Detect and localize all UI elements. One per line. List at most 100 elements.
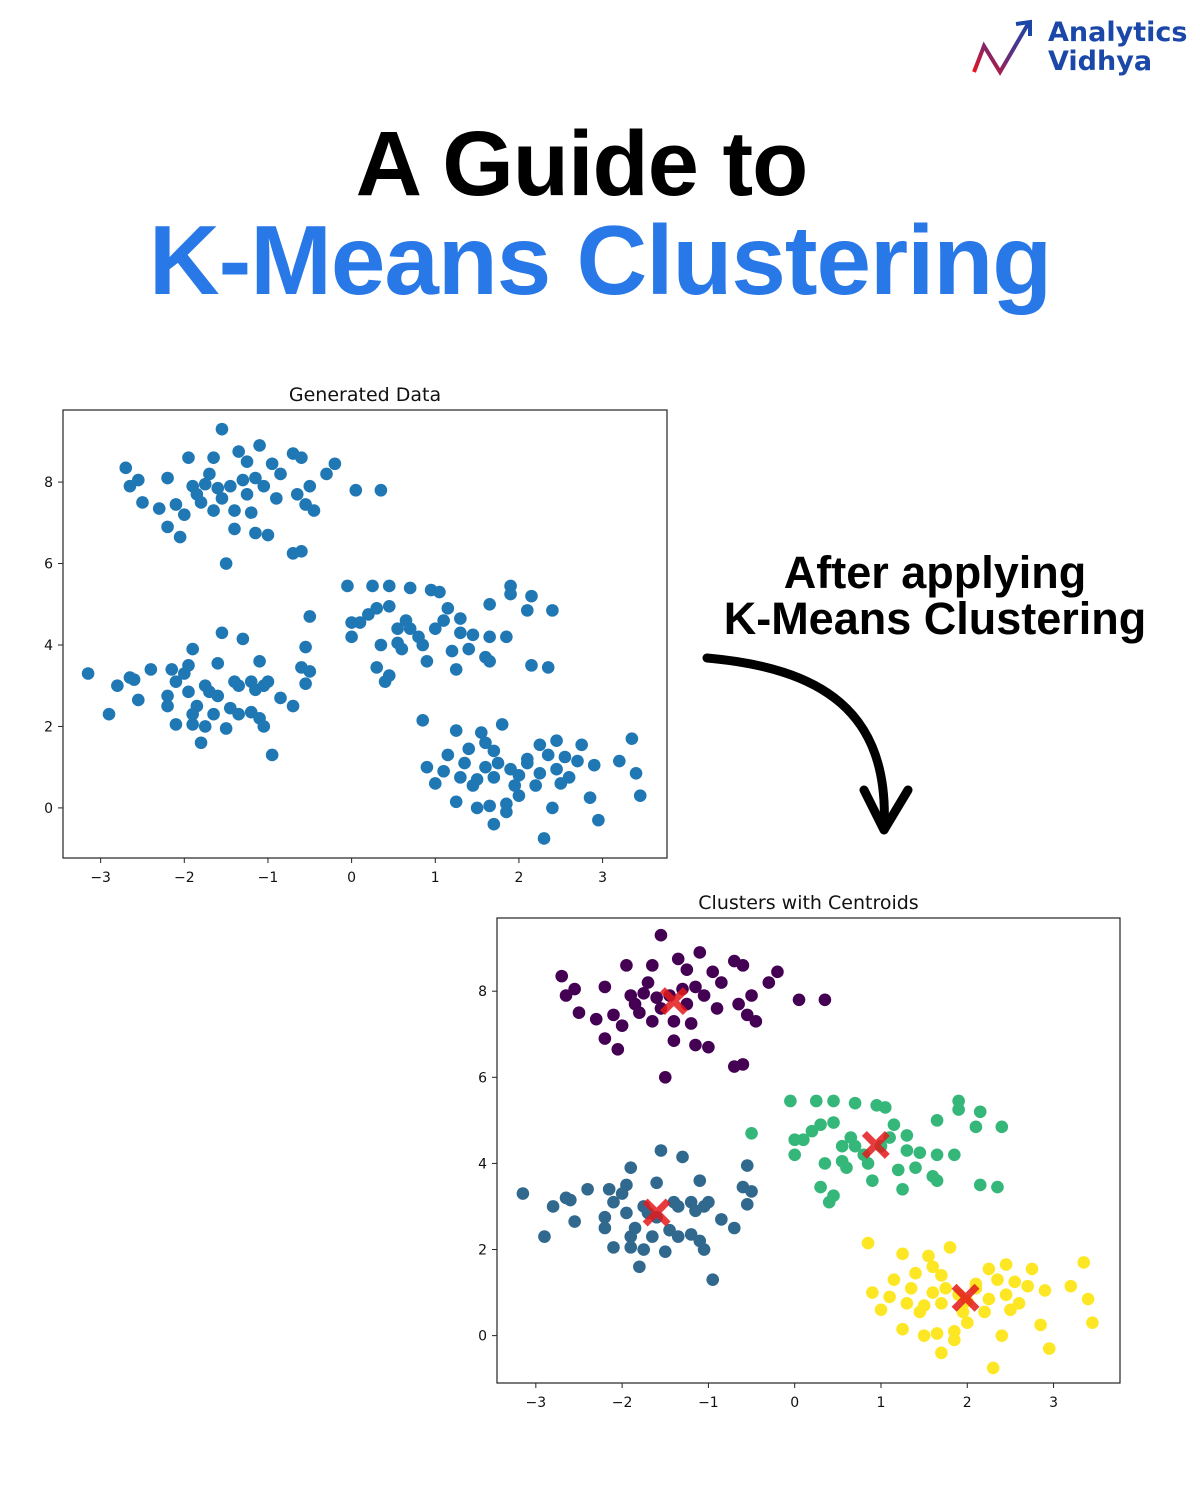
y-tick-label: 8 (478, 984, 487, 1000)
data-point (483, 597, 496, 611)
data-point (568, 1215, 581, 1228)
data-point (165, 663, 179, 676)
data-point (169, 498, 183, 511)
data-point (236, 632, 250, 646)
data-point (861, 1157, 875, 1170)
data-point (676, 1150, 689, 1164)
data-point (788, 1133, 801, 1147)
data-point (624, 1230, 638, 1243)
data-point (658, 1071, 672, 1084)
data-point (909, 1161, 922, 1175)
data-point (736, 1058, 750, 1071)
y-tick-label: 4 (44, 638, 53, 654)
data-point (909, 1266, 922, 1280)
data-point (930, 1114, 944, 1127)
data-point (814, 1180, 827, 1194)
data-point (232, 445, 245, 458)
data-point (995, 1329, 1009, 1342)
data-point (982, 1262, 996, 1276)
data-point (152, 502, 166, 515)
x-tick-label: 3 (1049, 1395, 1058, 1411)
x-tick-label: −2 (174, 870, 195, 886)
data-point (169, 718, 183, 731)
data-point (504, 587, 517, 601)
data-point (715, 1213, 728, 1226)
data-point (470, 801, 484, 815)
data-point (1004, 1303, 1017, 1317)
data-point (428, 777, 442, 790)
data-point (900, 1144, 914, 1157)
data-point (663, 1223, 676, 1237)
data-point (896, 1247, 909, 1261)
data-point (198, 720, 212, 733)
data-point (689, 1038, 702, 1052)
data-point (119, 461, 133, 475)
data-point (433, 585, 446, 599)
data-point (123, 671, 137, 684)
data-point (274, 467, 287, 481)
data-point (667, 1195, 681, 1209)
data-point (111, 679, 124, 693)
data-point (161, 689, 174, 703)
data-point (1081, 1292, 1095, 1306)
data-point (219, 722, 233, 735)
data-point (81, 667, 95, 680)
data-point (215, 422, 229, 436)
data-point (896, 1322, 909, 1336)
data-point (633, 789, 647, 802)
data-point (646, 959, 659, 972)
data-point (194, 736, 208, 750)
data-point (382, 579, 396, 593)
centroid-marker (642, 1198, 671, 1227)
data-point (420, 654, 434, 668)
data-point (956, 1305, 970, 1319)
data-point (1012, 1297, 1026, 1310)
data-point (320, 467, 333, 481)
data-point (615, 1019, 629, 1032)
data-point (483, 654, 496, 668)
x-tick-label: 3 (598, 870, 607, 886)
data-point (646, 1230, 659, 1243)
data-point (749, 1015, 763, 1028)
data-point (1042, 1342, 1056, 1355)
data-point (345, 630, 358, 644)
x-tick-label: 0 (790, 1395, 799, 1411)
trend-arrow-icon (972, 19, 1032, 76)
data-point (866, 1174, 879, 1187)
data-point (454, 771, 467, 784)
data-point (952, 1094, 965, 1108)
data-point (745, 989, 758, 1002)
data-point (572, 1006, 586, 1020)
data-point (624, 1241, 638, 1254)
data-point (771, 965, 784, 979)
data-point (395, 642, 409, 656)
data-point (257, 479, 271, 493)
y-tick-label: 2 (44, 719, 53, 735)
data-point (702, 1040, 715, 1054)
data-point (487, 744, 501, 758)
data-point (416, 638, 430, 652)
data-point (261, 675, 275, 688)
data-point (249, 471, 262, 485)
data-point (520, 604, 534, 617)
data-point (822, 1195, 836, 1209)
data-point (598, 980, 612, 994)
data-point (650, 1176, 663, 1190)
data-point (883, 1290, 896, 1304)
data-point (607, 1008, 620, 1022)
data-point (131, 473, 145, 487)
data-point (500, 805, 513, 819)
data-point (848, 1096, 862, 1110)
data-point (818, 993, 832, 1007)
data-point (274, 691, 287, 705)
data-point (667, 1015, 681, 1028)
data-point (948, 1333, 961, 1347)
data-point (449, 724, 463, 737)
data-point (207, 707, 220, 721)
data-point (449, 663, 463, 676)
data-point (745, 1185, 758, 1198)
data-point (173, 530, 187, 544)
y-tick-label: 6 (478, 1070, 487, 1086)
data-point (161, 471, 174, 485)
